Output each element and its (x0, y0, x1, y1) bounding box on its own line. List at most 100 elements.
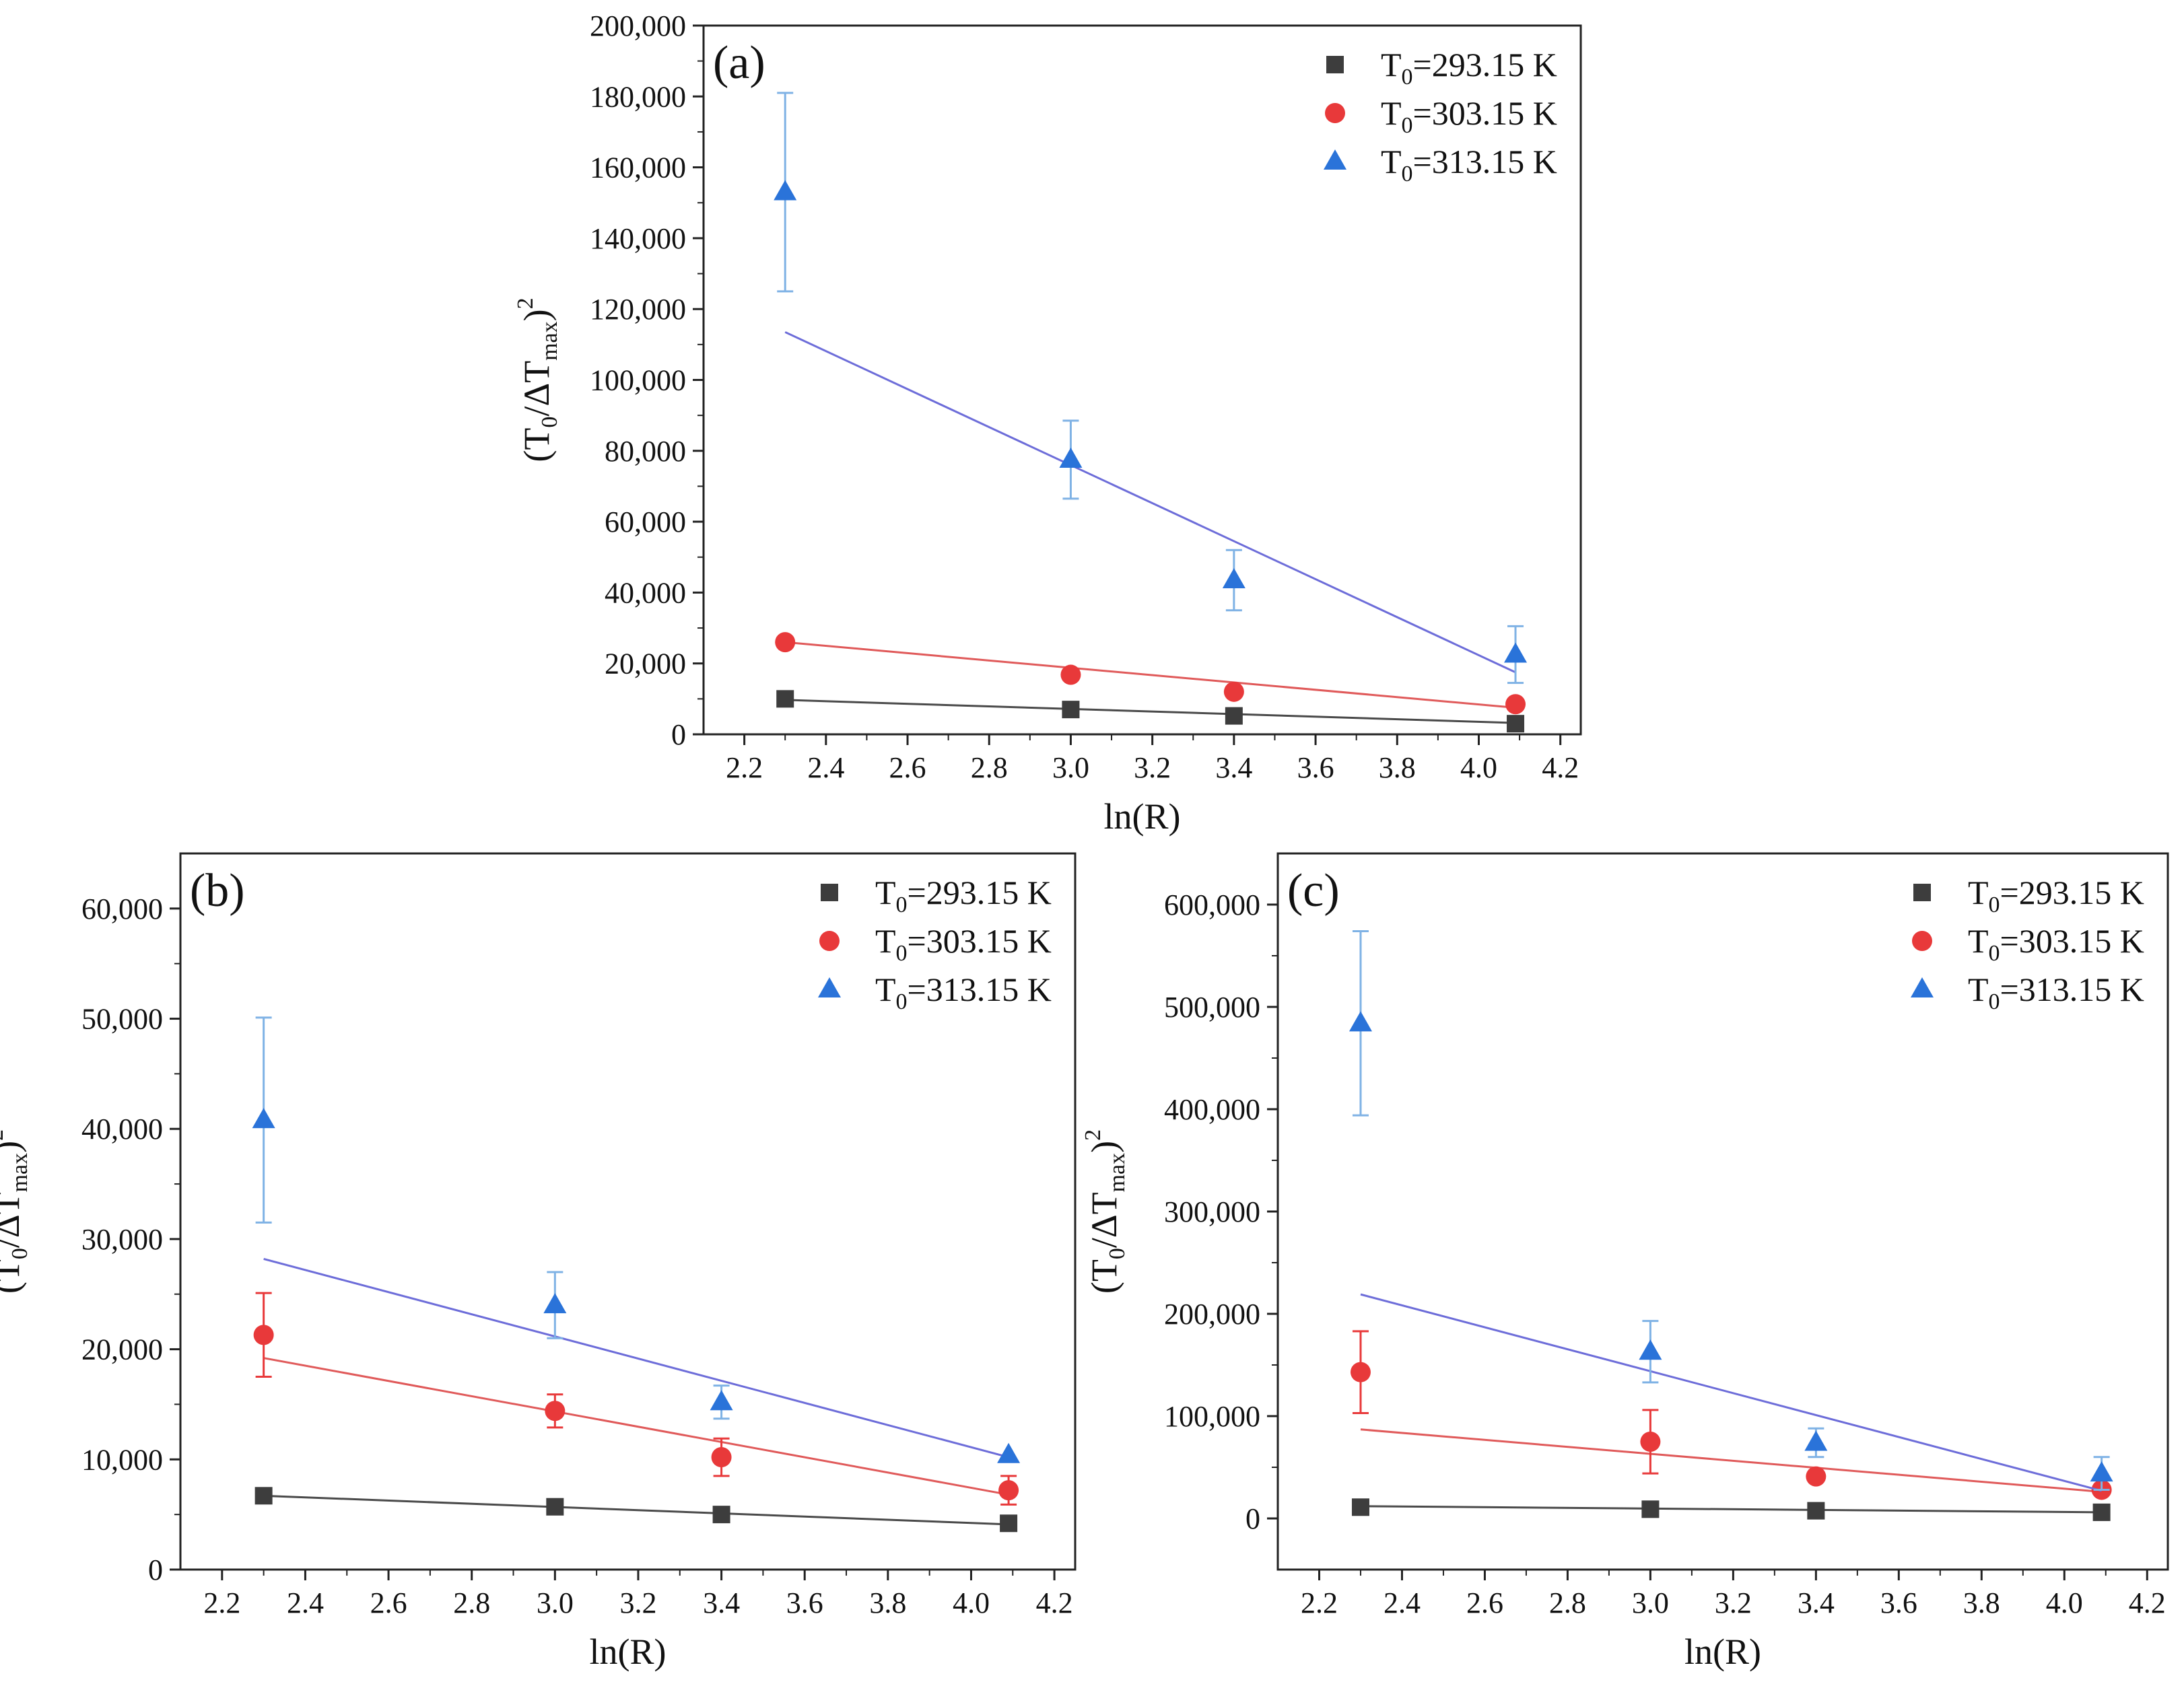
data-point (1000, 1514, 1018, 1533)
data-point (710, 1390, 733, 1411)
data-point (1804, 1430, 1828, 1451)
y-tick-label: 140,000 (590, 222, 686, 255)
data-point (252, 1108, 275, 1129)
series-triangle (1349, 930, 2113, 1492)
legend-marker (1324, 149, 1346, 170)
x-tick-label: 3.0 (1632, 1586, 1669, 1619)
data-point (1223, 681, 1244, 702)
y-axis-title: (T0/ΔTmax)2 (0, 1129, 32, 1294)
data-point (1351, 1498, 1369, 1516)
x-tick-label: 3.0 (1052, 751, 1089, 784)
x-tick-label: 4.0 (1460, 751, 1497, 784)
series-triangle (774, 92, 1528, 685)
fit-line (1360, 1293, 2103, 1492)
x-tick-label: 4.0 (953, 1586, 990, 1619)
y-tick-label: 60,000 (605, 505, 686, 538)
legend-label: T0=313.15 K (1381, 143, 1557, 186)
y-tick-label: 40,000 (81, 1113, 163, 1146)
series-circle (775, 632, 1526, 715)
y-tick-label: 200,000 (590, 9, 686, 42)
x-tick-label: 2.6 (370, 1586, 407, 1619)
series-square (776, 690, 1525, 733)
legend: T0=293.15 KT0=303.15 KT0=313.15 K (1324, 46, 1557, 186)
y-tick-label: 0 (148, 1553, 163, 1586)
fit-line (785, 641, 1516, 709)
y-tick-label: 10,000 (81, 1443, 163, 1476)
data-point (543, 1293, 567, 1314)
fit-line (1360, 1505, 2102, 1514)
x-tick-label: 4.2 (1542, 751, 1579, 784)
y-tick-label: 30,000 (81, 1223, 163, 1256)
chart-panel-b: 2.2 2.4 2.6 2.8 3.0 3.2 3.4 3.6 3.8 4.0 4.2 0 10,000… (0, 852, 1077, 1672)
x-axis-title: ln(R) (1684, 1632, 1761, 1672)
data-point (1059, 447, 1083, 468)
data-point (1507, 715, 1525, 733)
fit-line (1360, 1428, 2102, 1493)
data-point (1225, 707, 1243, 725)
data-point (1060, 664, 1081, 685)
x-tick-label: 3.2 (619, 1586, 656, 1619)
x-axis-title: ln(R) (1104, 796, 1181, 837)
data-point (1062, 701, 1080, 719)
series-circle (1350, 1330, 2112, 1500)
legend-marker (819, 931, 840, 951)
legend-marker (821, 884, 838, 901)
data-point (253, 1325, 274, 1345)
data-point (1807, 1502, 1825, 1520)
x-tick-label: 2.8 (971, 751, 1008, 784)
y-tick-label: 60,000 (81, 892, 163, 925)
data-point (1505, 694, 1526, 715)
data-point (2090, 1461, 2113, 1482)
x-tick-label: 3.2 (1134, 751, 1171, 784)
x-tick-label: 2.4 (1384, 1586, 1421, 1619)
x-tick-label: 3.4 (1798, 1586, 1835, 1619)
data-point (254, 1487, 273, 1505)
x-tick-label: 3.2 (1715, 1586, 1752, 1619)
data-point (1349, 1011, 1372, 1032)
data-point (2092, 1503, 2111, 1521)
plot-frame (1276, 852, 2169, 1571)
x-tick-label: 2.8 (1549, 1586, 1586, 1619)
data-point (1222, 567, 1245, 588)
x-tick-label: 3.6 (1297, 751, 1334, 784)
fit-line (263, 1257, 1009, 1459)
legend-label: T0=303.15 K (1968, 922, 2144, 966)
legend: T0=293.15 KT0=303.15 KT0=313.15 K (818, 874, 1052, 1014)
legend-label: T0=303.15 K (875, 922, 1052, 966)
y-tick-label: 100,000 (1164, 1400, 1260, 1433)
data-point (546, 1498, 564, 1516)
x-tick-label: 3.8 (1379, 751, 1416, 784)
legend-marker (818, 977, 841, 997)
panel-label: (c) (1287, 865, 1340, 917)
fit-line (263, 1494, 1009, 1526)
x-tick-label: 3.0 (537, 1586, 574, 1619)
y-tick-label: 80,000 (605, 435, 686, 468)
fit-line (784, 331, 1516, 674)
y-tick-label: 40,000 (605, 576, 686, 609)
data-point (1504, 642, 1528, 663)
legend: T0=293.15 KT0=303.15 KT0=313.15 K (1911, 874, 2144, 1014)
x-tick-label: 3.6 (1880, 1586, 1917, 1619)
x-tick-label: 2.2 (726, 751, 763, 784)
chart-panel-a: 2.2 2.4 2.6 2.8 3.0 3.2 3.4 3.6 3.8 4.0 4.2 0 20,000… (513, 9, 1582, 837)
legend-marker (1912, 931, 1932, 951)
y-tick-label: 120,000 (590, 293, 686, 326)
x-tick-label: 3.8 (1963, 1586, 2000, 1619)
y-tick-label: 600,000 (1164, 888, 1260, 921)
x-tick-label: 2.6 (1466, 1586, 1503, 1619)
fit-line (263, 1357, 1009, 1496)
data-point (998, 1480, 1019, 1501)
panel-label: (a) (713, 37, 765, 89)
data-point (545, 1401, 566, 1422)
data-point (1641, 1500, 1660, 1518)
x-tick-label: 3.4 (703, 1586, 740, 1619)
data-point (775, 632, 796, 653)
data-point (1806, 1466, 1827, 1487)
y-tick-label: 20,000 (81, 1333, 163, 1366)
data-point (774, 180, 797, 201)
y-axis-title: (T0/ΔTmax)2 (1081, 1129, 1130, 1294)
data-point (997, 1442, 1021, 1463)
y-tick-label: 100,000 (590, 364, 686, 397)
data-point (711, 1447, 732, 1468)
plot-frame (179, 852, 1077, 1571)
